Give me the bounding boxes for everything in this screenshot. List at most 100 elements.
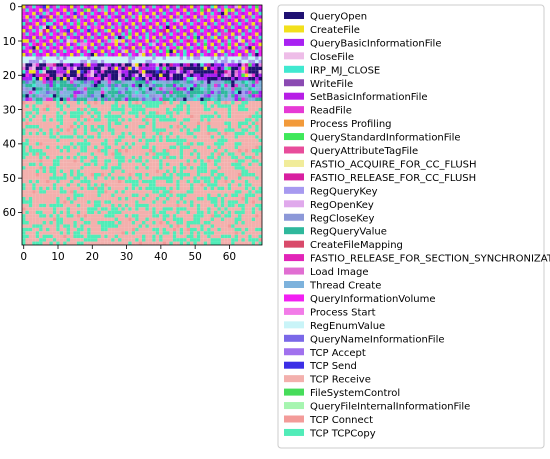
x-tick-label: 30 [120,251,133,263]
heatmap-cell [131,11,136,16]
heatmap-cell [210,200,215,204]
heatmap-cell [142,145,146,150]
heatmap-cell [35,66,40,71]
heatmap-cell [207,179,211,184]
heatmap-cell [251,217,256,222]
heatmap-cell [135,179,139,184]
heatmap-cell [104,8,108,12]
heatmap-cell [186,125,191,129]
heatmap-cell [80,234,84,239]
heatmap-cell [176,111,180,115]
heatmap-cell [138,214,143,218]
heatmap-cell [244,77,249,81]
heatmap-cell [56,56,60,60]
heatmap-cell [142,221,146,225]
heatmap-cell [241,73,245,78]
heatmap-cell [28,203,33,208]
heatmap-cell [87,166,91,170]
heatmap-cell [32,162,36,167]
heatmap-cell [124,224,129,228]
legend-swatch [284,415,304,423]
heatmap-cell [159,35,163,40]
heatmap-cell [255,231,259,235]
heatmap-cell [203,217,208,222]
heatmap-cell [138,162,143,167]
heatmap-cell [80,11,84,16]
heatmap-cell [32,70,36,74]
heatmap-cell [63,15,67,19]
heatmap-cell [145,87,149,91]
heatmap-cell [220,87,225,91]
heatmap-cell [200,214,204,218]
heatmap-cell [76,35,81,40]
heatmap-cell [73,142,77,146]
heatmap-cell [90,214,95,218]
heatmap-cell [220,114,225,119]
heatmap-cell [97,15,101,19]
heatmap-cell [131,176,136,180]
heatmap-cell [90,149,95,153]
heatmap-cell [183,49,187,54]
heatmap-cell [227,29,232,33]
heatmap-cell [196,169,201,174]
heatmap-cell [244,35,249,40]
heatmap-cell [70,80,74,84]
heatmap-cell [56,131,60,136]
heatmap-cell [241,77,245,81]
heatmap-cell [39,118,43,122]
heatmap-cell [52,200,57,204]
heatmap-cell [138,190,143,194]
heatmap-cell [128,142,132,146]
heatmap-cell [35,166,40,170]
heatmap-cell [148,217,153,222]
heatmap-cell [135,46,139,50]
heatmap-cell [176,18,180,23]
heatmap-cell [32,66,36,71]
heatmap-cell [118,114,122,119]
heatmap-cell [220,193,225,198]
heatmap-cell [131,56,136,60]
heatmap-cell [251,183,256,187]
heatmap-cell [25,66,29,71]
heatmap-cell [63,53,67,57]
heatmap-cell [63,200,67,204]
heatmap-cell [224,46,228,50]
heatmap-cell [241,159,245,163]
heatmap-cell [207,107,211,112]
heatmap-cell [59,183,64,187]
heatmap-cell [207,5,211,9]
heatmap-cell [114,49,119,54]
heatmap-cell [83,73,88,78]
heatmap-cell [87,97,91,102]
heatmap-cell [227,145,232,150]
heatmap-cell [203,53,208,57]
heatmap-cell [224,241,228,246]
heatmap-cell [142,53,146,57]
heatmap-cell [238,162,242,167]
heatmap-cell [251,63,256,67]
legend-swatch [284,65,304,73]
heatmap-cell [107,166,112,170]
heatmap-cell [49,90,53,95]
heatmap-cell [200,121,204,126]
heatmap-cell [251,11,256,16]
heatmap-cell [248,203,252,208]
heatmap-cell [107,214,112,218]
heatmap-cell [152,238,156,242]
heatmap-cell [94,186,98,191]
legend-swatch [284,348,304,356]
heatmap-cell [135,97,139,102]
heatmap-cell [87,87,91,91]
heatmap-cell [176,162,180,167]
heatmap-cell [155,97,160,102]
heatmap-cell [179,32,184,36]
heatmap-cell [190,234,194,239]
heatmap-cell [118,59,122,64]
heatmap-cell [80,193,84,198]
heatmap-cell [176,183,180,187]
heatmap-cell [169,125,173,129]
heatmap-cell [87,114,91,119]
heatmap-cell [128,83,132,88]
heatmap-cell [52,42,57,47]
heatmap-cell [251,46,256,50]
